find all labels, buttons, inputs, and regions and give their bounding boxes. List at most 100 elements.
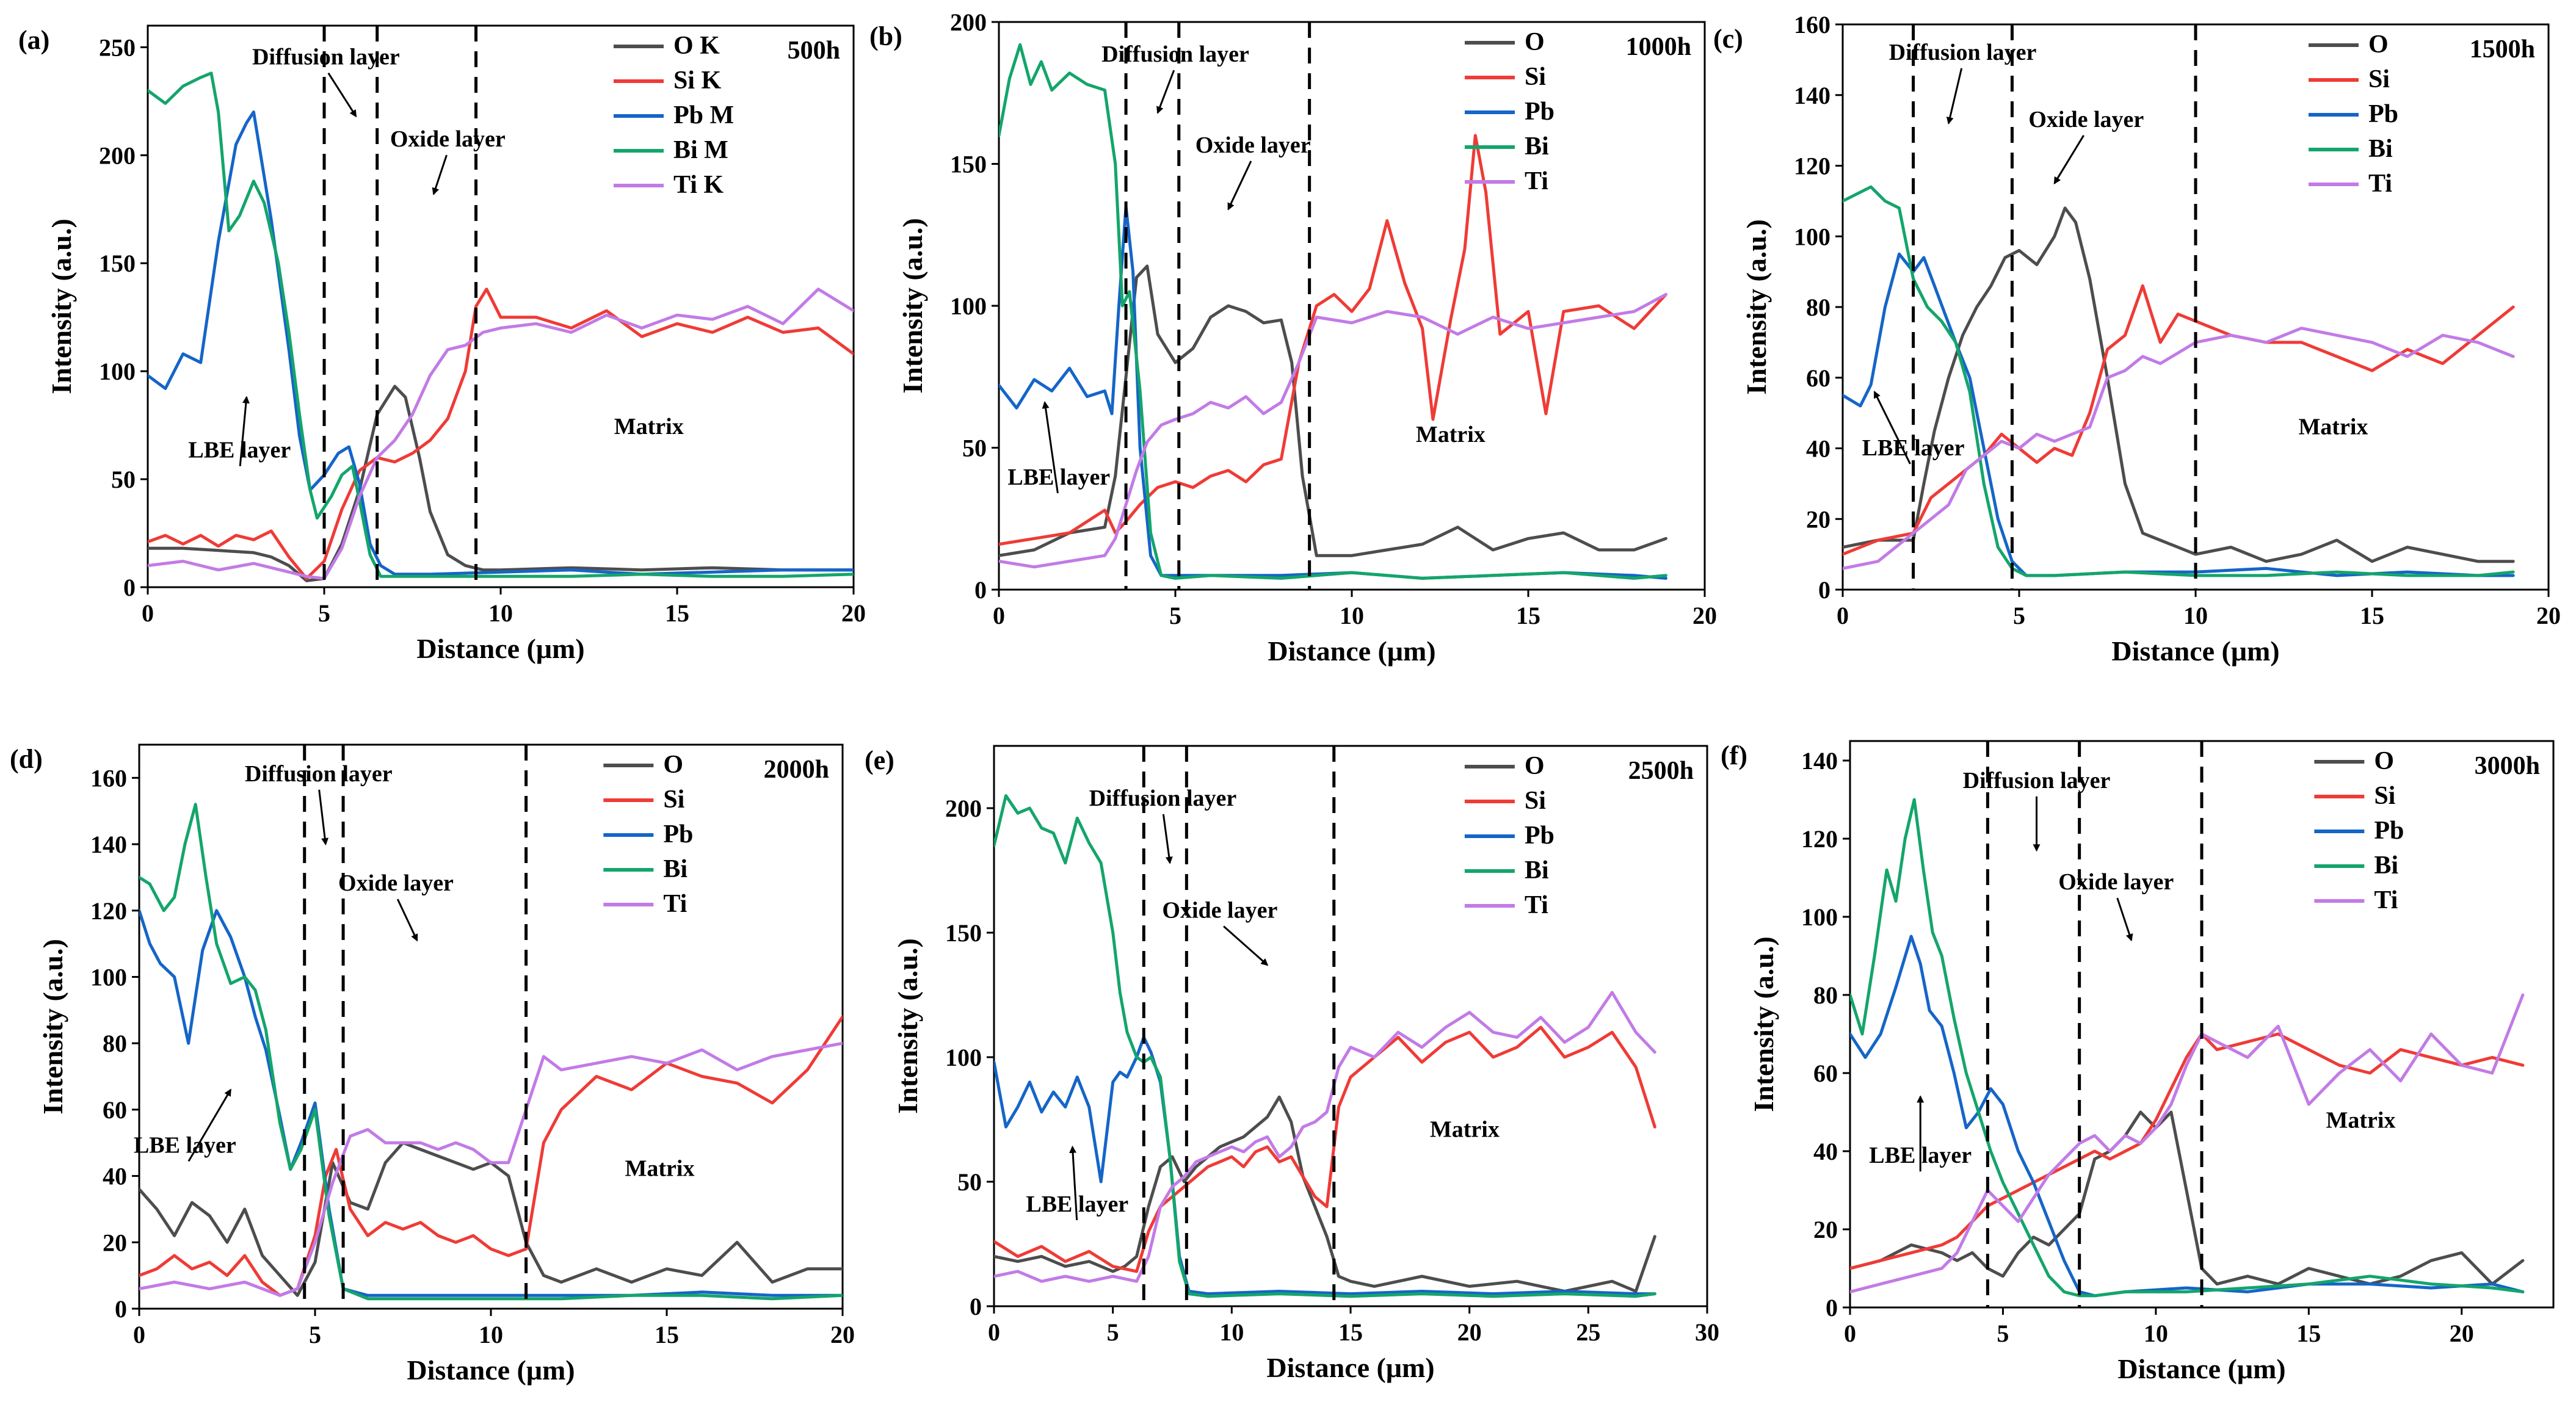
panel-label: (d)	[10, 744, 43, 774]
series-line-o	[139, 1141, 843, 1297]
annotation-label: LBE layer	[134, 1133, 236, 1159]
x-tick-label: 10	[479, 1321, 503, 1348]
series-line-pb	[994, 1035, 1656, 1296]
annotation-arrow	[239, 396, 250, 466]
x-axis-title: Distance (μm)	[2111, 635, 2279, 667]
y-tick-label: 20	[103, 1229, 127, 1256]
y-tick-label: 150	[950, 151, 987, 178]
series-line-ti	[1850, 993, 2525, 1293]
annotation-arrow	[1873, 391, 1911, 465]
series-line-si	[994, 1025, 1656, 1273]
annotation-label: Oxide layer	[1195, 132, 1311, 158]
x-tick-label: 5	[1169, 602, 1181, 629]
y-tick-label: 250	[99, 34, 136, 61]
y-tick-label: 120	[1794, 153, 1830, 180]
y-tick-label: 50	[111, 466, 136, 493]
annotation-arrow	[1162, 814, 1173, 864]
y-tick-label: 80	[1813, 982, 1838, 1009]
annotation-label: LBE layer	[188, 438, 291, 463]
annotation-label: Oxide layer	[1162, 898, 1277, 924]
annotation-arrow	[1042, 401, 1059, 494]
y-tick-label: 60	[1806, 364, 1830, 392]
legend-label-si: Si	[663, 786, 684, 814]
x-tick-label: 5	[1107, 1318, 1119, 1346]
annotation-label: Oxide layer	[2028, 107, 2144, 132]
y-tick-label: 100	[99, 358, 136, 385]
series-line-ti	[999, 292, 1667, 569]
x-tick-label: 10	[2183, 602, 2208, 629]
time-label: 1500h	[2470, 35, 2535, 63]
series-line-ti	[994, 991, 1656, 1283]
annotation-label: Diffusion layer	[1889, 40, 2037, 65]
chart-panel-5: 0 5 10 15 20 0 20 40 60 80 100 120 140 Distance (μm) I…	[1721, 740, 2555, 1384]
x-axis-title: Distance (μm)	[407, 1354, 575, 1386]
x-tick-label: 0	[988, 1318, 1000, 1346]
legend-label-ti: Ti	[2368, 170, 2392, 198]
y-tick-label: 200	[945, 795, 982, 822]
legend-label-bi: Bi	[1525, 856, 1549, 884]
annotation-label: Diffusion layer	[1963, 768, 2111, 794]
legend-label-o: O	[2368, 31, 2389, 59]
legend-label-si: Si	[1525, 63, 1546, 91]
legend-label-ti: Ti	[663, 890, 687, 918]
y-tick-label: 50	[962, 435, 987, 462]
x-tick-label: 30	[1695, 1318, 1719, 1346]
y-tick-label: 160	[1794, 11, 1830, 38]
x-tick-label: 10	[2144, 1320, 2168, 1347]
annotation-label: Matrix	[1416, 422, 1486, 447]
series-group	[139, 803, 843, 1301]
legend-label-ti: Ti	[1525, 891, 1548, 919]
x-axis-title: Distance (μm)	[416, 633, 584, 664]
time-label: 2000h	[764, 756, 829, 784]
y-tick-label: 50	[957, 1168, 982, 1196]
series-line-ti	[1843, 327, 2515, 570]
plot-frame	[138, 743, 844, 1310]
annotation-label: Oxide layer	[338, 870, 454, 896]
legend-label-pb: Pb	[663, 820, 693, 848]
legend-label-pb: Pb M	[673, 101, 734, 129]
series-line-o	[148, 385, 854, 582]
y-tick-label: 0	[123, 574, 136, 601]
annotation-label: Oxide layer	[390, 126, 506, 152]
chart-panel-4: 0 5 10 15 20 25 30 0 50 100 150 200 Distance (μm) Int…	[865, 745, 1719, 1383]
x-tick-label: 15	[2296, 1320, 2321, 1347]
y-tick-label: 0	[974, 576, 987, 604]
series-line-si	[999, 134, 1667, 546]
legend-label-o: O	[663, 751, 683, 779]
y-tick-label: 120	[90, 897, 127, 925]
annotation-arrow	[1227, 161, 1252, 211]
x-tick-label: 10	[488, 599, 513, 627]
x-tick-label: 10	[1340, 602, 1364, 629]
legend-label-pb: Pb	[1525, 98, 1555, 126]
annotation-label: Matrix	[2298, 414, 2368, 439]
x-tick-label: 0	[133, 1321, 145, 1348]
x-tick-label: 20	[2536, 602, 2561, 629]
x-tick-label: 15	[655, 1321, 679, 1348]
series-group	[994, 794, 1656, 1298]
chart-panel-3: 0 5 10 15 20 0 20 40 60 80 100 120 140 160 Distance (μ…	[10, 743, 855, 1386]
series-line-ti	[148, 287, 854, 580]
y-tick-label: 60	[1813, 1060, 1838, 1087]
x-tick-label: 0	[142, 599, 154, 627]
time-label: 1000h	[1626, 33, 1691, 61]
legend-label-bi: Bi M	[673, 136, 728, 164]
annotation-arrow	[432, 154, 448, 195]
annotation-label: Diffusion layer	[1101, 42, 1249, 67]
legend-label-si: Si	[2368, 65, 2390, 93]
annotation-label: Matrix	[625, 1156, 695, 1182]
y-tick-label: 100	[1801, 903, 1838, 931]
y-tick-label: 140	[1794, 82, 1830, 109]
legend-label-ti: Ti	[2374, 886, 2398, 914]
y-tick-label: 80	[1806, 294, 1830, 321]
y-tick-label: 0	[1826, 1294, 1838, 1321]
time-label: 3000h	[2475, 752, 2540, 780]
y-axis-title: Intensity (a.u.)	[892, 938, 923, 1114]
annotation-arrow	[1156, 70, 1175, 114]
y-tick-label: 150	[945, 919, 982, 947]
plot-frame	[993, 745, 1708, 1307]
series-group	[999, 43, 1667, 580]
legend-label-ti: Ti	[1525, 167, 1548, 195]
y-tick-label: 200	[99, 142, 136, 169]
x-tick-label: 0	[1844, 1320, 1856, 1347]
